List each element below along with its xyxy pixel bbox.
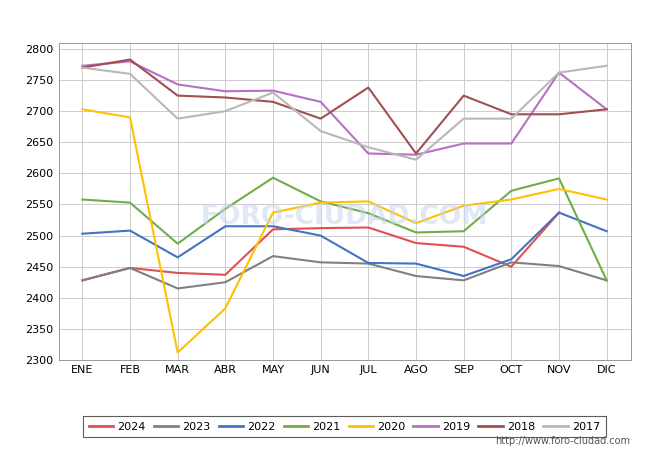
Text: http://www.foro-ciudad.com: http://www.foro-ciudad.com [495,436,630,446]
Text: FORO-CIUDAD.COM: FORO-CIUDAD.COM [201,204,488,230]
Legend: 2024, 2023, 2022, 2021, 2020, 2019, 2018, 2017: 2024, 2023, 2022, 2021, 2020, 2019, 2018… [83,416,606,437]
Text: Afiliados en Fernán-Núñez a 30/11/2024: Afiliados en Fernán-Núñez a 30/11/2024 [159,10,491,28]
